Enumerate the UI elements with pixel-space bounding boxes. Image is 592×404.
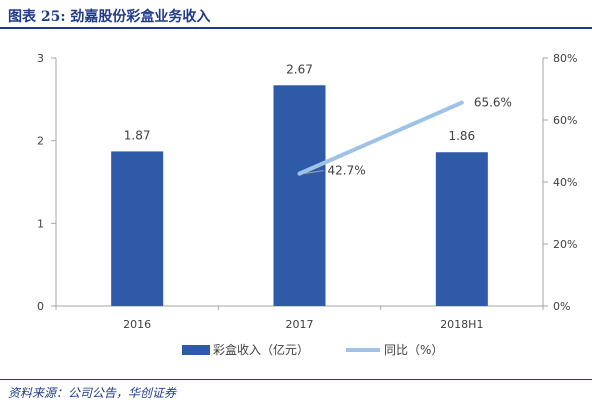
legend-line-label: 同比（%） [384, 343, 443, 357]
x-tick-label: 2017 [286, 318, 314, 331]
y-left-tick-label: 1 [37, 217, 44, 230]
y-right-tick-label: 80% [553, 52, 577, 65]
y-right-tick-label: 0% [553, 300, 570, 313]
line-label-leader [303, 170, 324, 175]
x-tick-label: 2018H1 [440, 318, 483, 331]
chart-title: 图表 25: 劲嘉股份彩盒业务收入 [8, 9, 211, 25]
bar [273, 85, 326, 306]
bar [111, 151, 164, 306]
title-divider [0, 27, 592, 29]
y-left-tick-label: 0 [37, 300, 44, 313]
yoy-line [297, 100, 464, 176]
y-left-tick-label: 2 [37, 135, 44, 148]
legend-bar-label: 彩盒收入（亿元） [213, 342, 309, 357]
line-data-label: 42.7% [328, 164, 366, 178]
y-right-tick-label: 40% [553, 176, 577, 189]
line-data-label: 65.6% [474, 96, 512, 110]
y-right-tick-label: 20% [553, 238, 577, 251]
bar-data-label: 1.87 [124, 128, 151, 142]
bar-data-label: 1.86 [448, 129, 475, 143]
revenue-chart: 0 1 2 3 0% 20% 40% 60% 80% 2016 2017 2018H1 1.87 2.67… [37, 52, 577, 357]
source-note: 资料来源：公司公告，华创证券 [8, 386, 177, 400]
y-left-tick-label: 3 [37, 52, 44, 65]
legend-bar-swatch [182, 345, 210, 355]
title-bar: 图表 25: 劲嘉股份彩盒业务收入 [0, 0, 592, 30]
bar [435, 152, 488, 306]
bar-data-label: 2.67 [286, 62, 313, 76]
footer-divider [0, 379, 592, 380]
y-right-tick-label: 60% [553, 114, 577, 127]
x-tick-label: 2016 [123, 318, 151, 331]
